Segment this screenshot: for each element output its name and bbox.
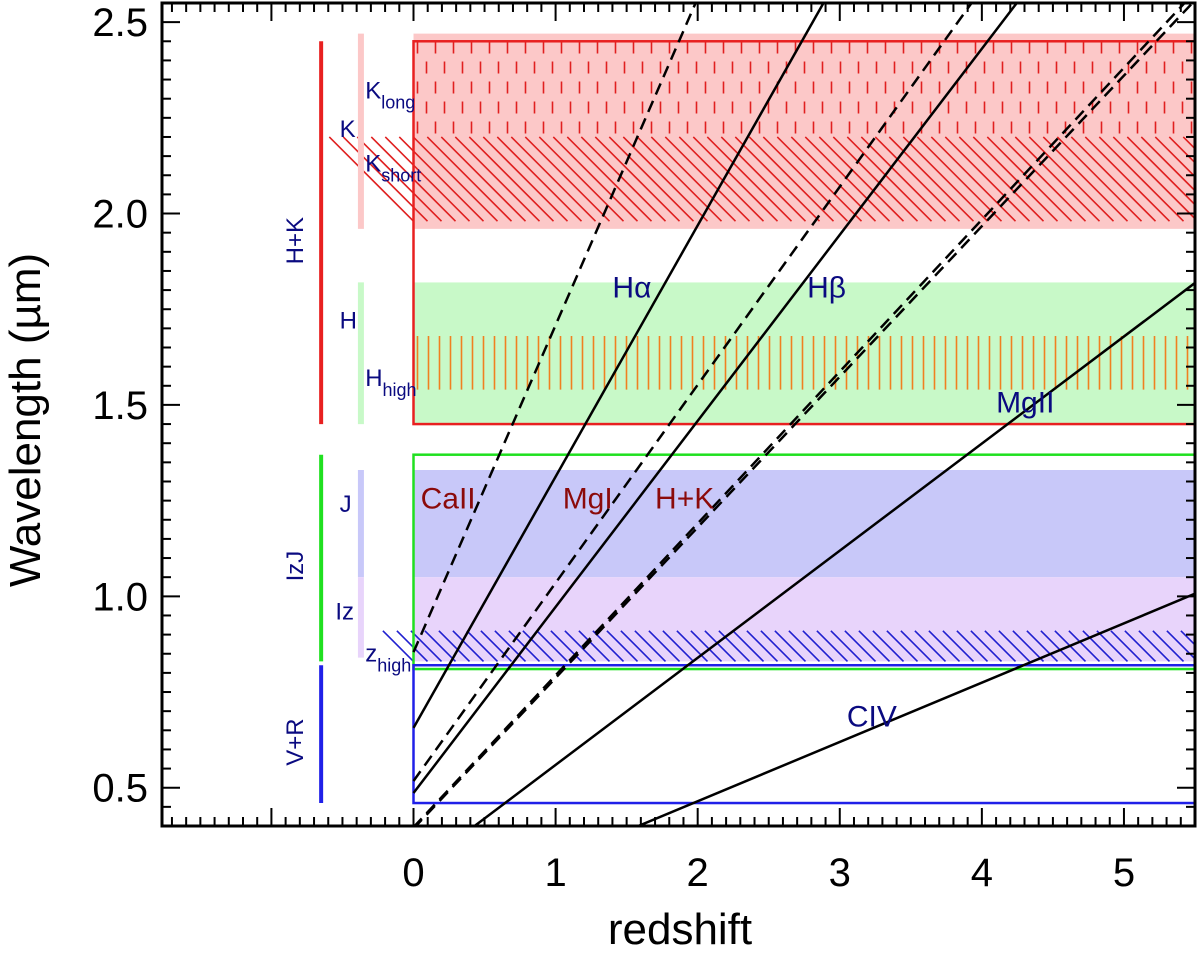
band-label-z-high-7: zhigh bbox=[365, 640, 411, 675]
y-axis-title: Wavelength (µm) bbox=[1, 253, 50, 587]
x-tick-label-3: 3 bbox=[829, 851, 851, 895]
x-tick-label-4: 4 bbox=[971, 851, 993, 895]
y-tick-label-1-0: 1.0 bbox=[92, 575, 148, 619]
line-label-mgi-5: MgI bbox=[563, 482, 613, 515]
hatch-z-high bbox=[382, 630, 1195, 662]
hatch-k-short bbox=[328, 136, 1195, 222]
series-line-caii-4 bbox=[412, 3, 697, 653]
band-label-base: K bbox=[340, 116, 356, 143]
arm-box-v-r bbox=[412, 663, 1195, 805]
band-label-sub: short bbox=[381, 165, 421, 185]
band-label-base: K bbox=[365, 78, 381, 105]
x-tick-label-2: 2 bbox=[687, 851, 709, 895]
plot-frame bbox=[160, 1, 1197, 828]
x-tick-label-0: 0 bbox=[402, 851, 424, 895]
band-label-sub: long bbox=[381, 93, 415, 113]
band-label-base: H bbox=[340, 307, 357, 334]
band-label-base: Iz bbox=[335, 598, 354, 625]
band-label-iz-main-6: Iz bbox=[335, 598, 354, 625]
x-axis-title: redshift bbox=[608, 905, 752, 949]
line-label-civ-3: CIV bbox=[847, 700, 897, 733]
series-line-civ-3 bbox=[635, 592, 1195, 826]
band-label-base: J bbox=[340, 491, 352, 518]
hatch-lines-k-short bbox=[328, 136, 1195, 222]
line-label-caii-4: CaII bbox=[421, 482, 476, 515]
band-label-j-main-5: J bbox=[340, 491, 352, 518]
band-label-sub: high bbox=[383, 380, 417, 400]
arm-box-h-k bbox=[412, 40, 1195, 426]
series-line-h-1 bbox=[412, 3, 1019, 794]
hatch-lines-k-long bbox=[416, 41, 1193, 134]
series-line-h-k-7 bbox=[412, 3, 1187, 826]
band-label-h-main-3: H bbox=[340, 307, 357, 334]
x-tick-label-5: 5 bbox=[1113, 851, 1135, 895]
y-tick-label-2-0: 2.0 bbox=[92, 193, 148, 237]
coverage-bar-label-v-r: V+R bbox=[282, 718, 309, 765]
y-tick-label-0-5: 0.5 bbox=[92, 767, 148, 811]
band-label-k-short-2: Kshort bbox=[365, 150, 421, 185]
hatch-lines-z-high bbox=[382, 630, 1195, 662]
y-tick-label-2-5: 2.5 bbox=[92, 1, 148, 45]
band-label-k-main-1: K bbox=[340, 116, 356, 143]
hatch-k-long bbox=[416, 41, 1193, 134]
series-line-h-0 bbox=[412, 3, 825, 729]
band-label-base: K bbox=[365, 150, 381, 177]
line-label-h-k-6: H+K bbox=[655, 482, 714, 515]
band-label-h-high-4: Hhigh bbox=[365, 365, 416, 400]
coverage-bar-label-h-k: H+K bbox=[282, 217, 309, 264]
x-tick-label-1: 1 bbox=[544, 851, 566, 895]
band-label-base: z bbox=[365, 640, 377, 667]
line-label-mgii-2: MgII bbox=[996, 387, 1054, 420]
line-label-h-1: Hβ bbox=[807, 272, 846, 305]
band-label-k-long-0: Klong bbox=[365, 78, 415, 113]
series-line-mgii-2 bbox=[472, 281, 1195, 826]
y-tick-label-1-5: 1.5 bbox=[92, 384, 148, 428]
series-line-mgi-5 bbox=[412, 3, 974, 782]
band-label-base: H bbox=[365, 365, 382, 392]
band-label-sub: high bbox=[377, 655, 411, 675]
coverage-bar-label-izj: IzJ bbox=[282, 551, 309, 582]
line-label-h-0: Hα bbox=[612, 272, 651, 305]
band-j bbox=[413, 470, 1195, 578]
arm-box-izj bbox=[412, 453, 1195, 671]
